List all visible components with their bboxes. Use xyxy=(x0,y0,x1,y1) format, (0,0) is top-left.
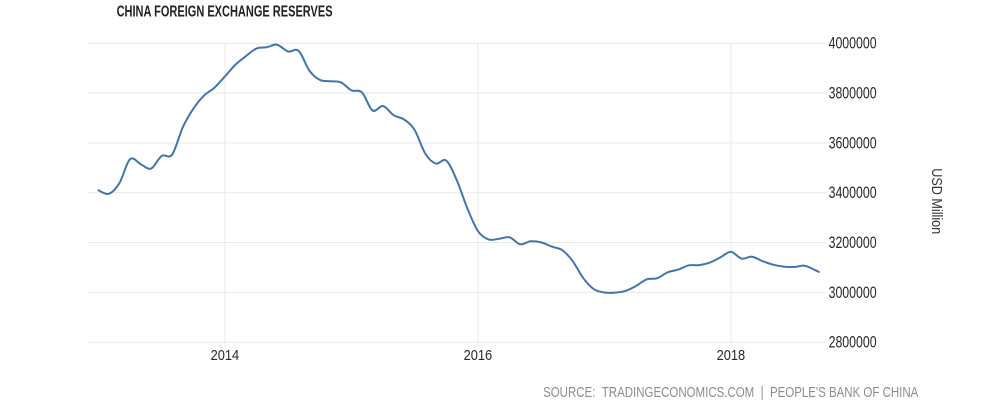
svg-text:2016: 2016 xyxy=(464,347,493,364)
svg-text:2014: 2014 xyxy=(211,347,240,364)
svg-text:CHINA FOREIGN EXCHANGE RESERVE: CHINA FOREIGN EXCHANGE RESERVES xyxy=(117,4,333,21)
svg-text:4000000: 4000000 xyxy=(829,35,877,53)
svg-text:2018: 2018 xyxy=(717,347,746,364)
svg-text:USD Million: USD Million xyxy=(928,168,945,234)
svg-text:2800000: 2800000 xyxy=(829,334,877,352)
svg-text:3400000: 3400000 xyxy=(829,184,877,202)
svg-text:3000000: 3000000 xyxy=(829,284,877,302)
svg-text:3800000: 3800000 xyxy=(829,85,877,103)
svg-text:3600000: 3600000 xyxy=(829,134,877,152)
svg-text:3200000: 3200000 xyxy=(829,234,877,252)
svg-text:SOURCE: TRADINGECONOMICS.COM: SOURCE: TRADINGECONOMICS.COM | PEOPLE'S … xyxy=(543,385,918,401)
